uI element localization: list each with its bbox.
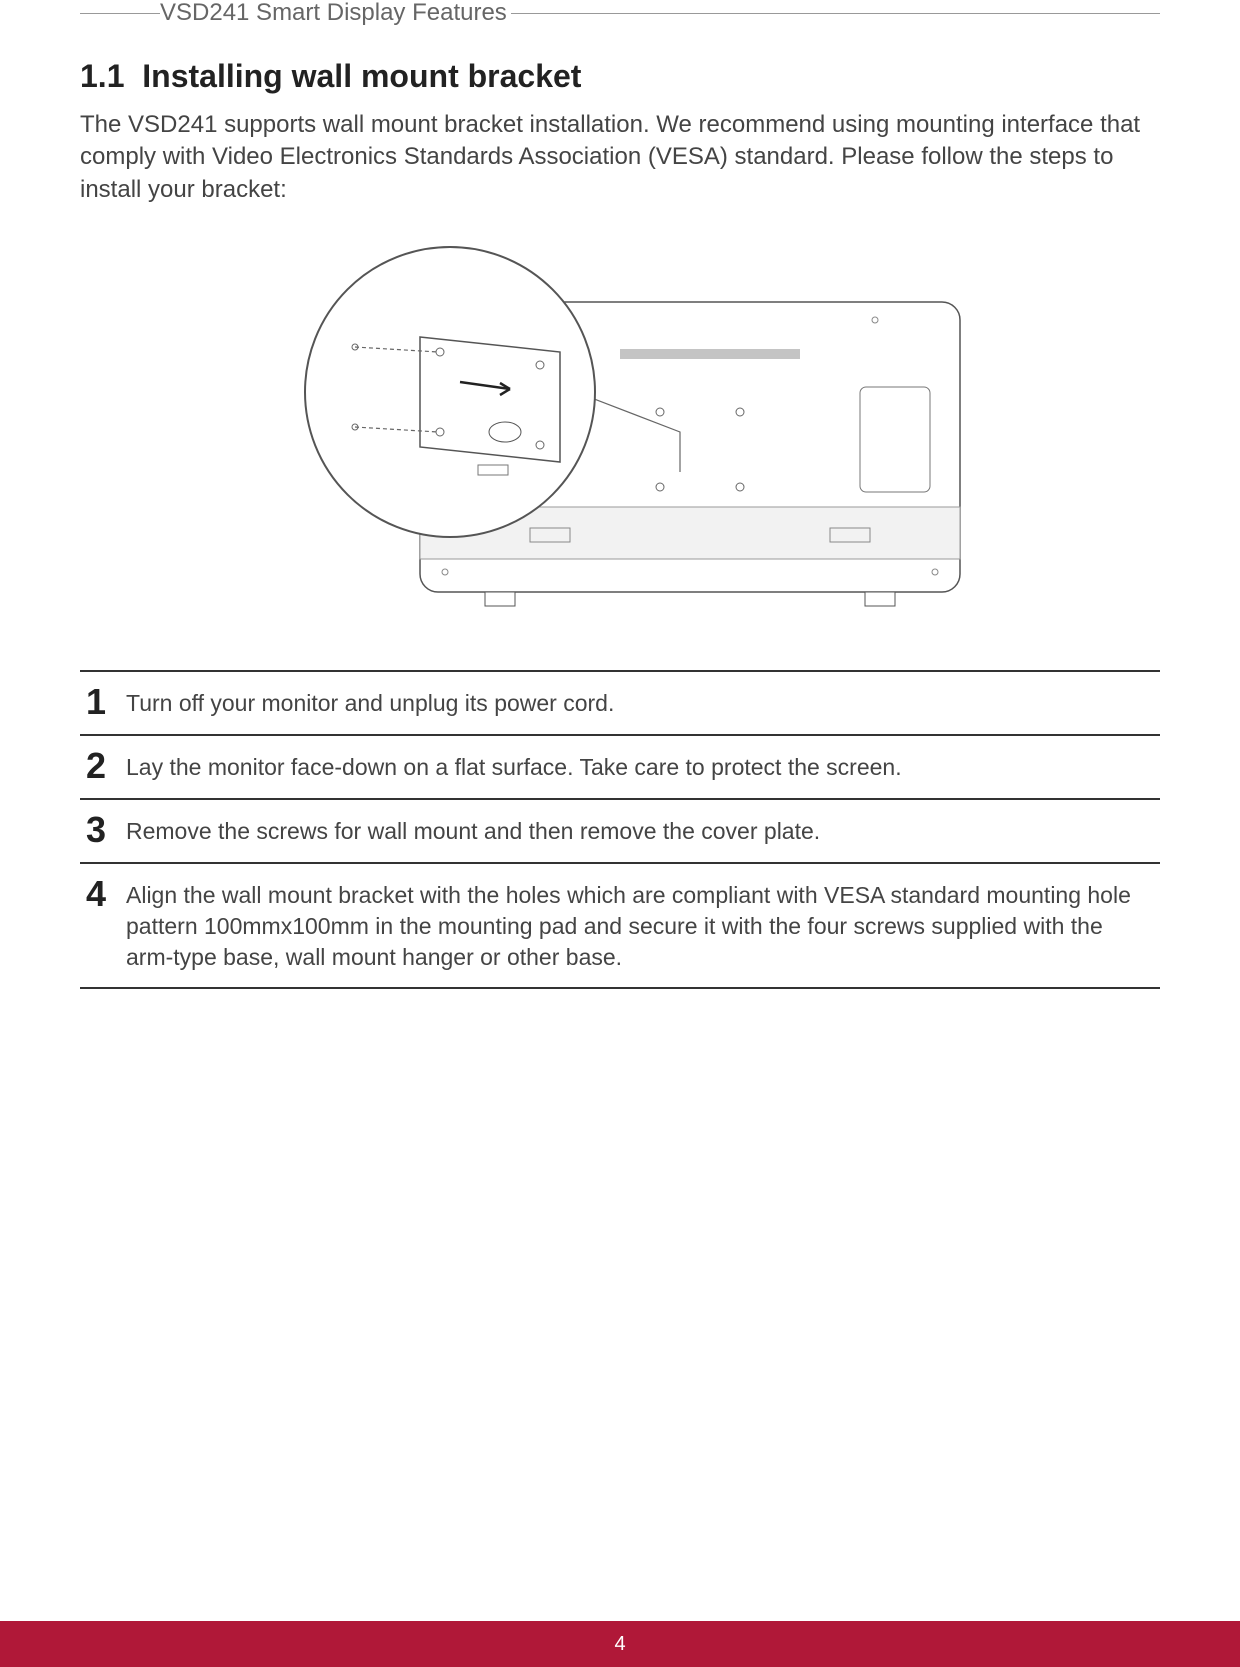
step-row: 1 Turn off your monitor and unplug its p…: [80, 672, 1160, 734]
header-rule: VSD241 Smart Display Features: [80, 13, 1160, 14]
step-text: Lay the monitor face-down on a flat surf…: [126, 746, 1154, 783]
step-text: Align the wall mount bracket with the ho…: [126, 874, 1154, 973]
step-text: Remove the screws for wall mount and the…: [126, 810, 1154, 847]
header-title: VSD241 Smart Display Features: [160, 0, 511, 27]
step-number: 2: [86, 746, 126, 784]
step-row: 4 Align the wall mount bracket with the …: [80, 864, 1160, 987]
page-number: 4: [614, 1633, 625, 1655]
step-number: 4: [86, 874, 126, 912]
wall-mount-diagram: [270, 242, 970, 612]
step-text: Turn off your monitor and unplug its pow…: [126, 682, 1154, 719]
step-number: 1: [86, 682, 126, 720]
page: VSD241 Smart Display Features 1.1 Instal…: [0, 0, 1240, 1667]
section-number: 1.1: [80, 58, 124, 94]
page-footer: 4: [0, 1621, 1240, 1667]
content: 1.1 Installing wall mount bracket The VS…: [80, 58, 1160, 989]
diagram-container: [80, 242, 1160, 612]
step-row: 3 Remove the screws for wall mount and t…: [80, 800, 1160, 862]
rule: [80, 987, 1160, 989]
steps-list: 1 Turn off your monitor and unplug its p…: [80, 670, 1160, 989]
section-title: 1.1 Installing wall mount bracket: [80, 58, 1160, 95]
section-title-text: Installing wall mount bracket: [142, 58, 581, 94]
step-row: 2 Lay the monitor face-down on a flat su…: [80, 736, 1160, 798]
section-intro: The VSD241 supports wall mount bracket i…: [80, 109, 1160, 206]
step-number: 3: [86, 810, 126, 848]
